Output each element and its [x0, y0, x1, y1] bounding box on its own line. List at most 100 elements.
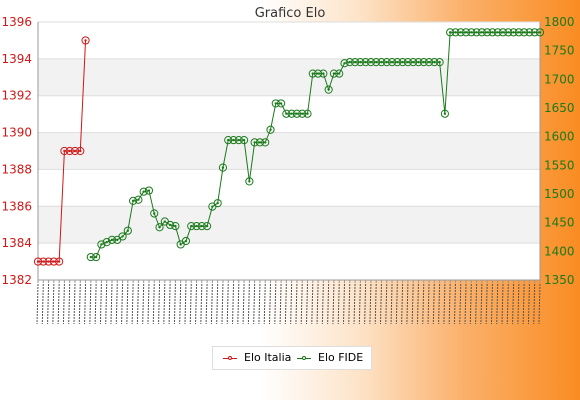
data-point: [123, 226, 132, 235]
data-point: [282, 109, 291, 118]
y-right-tick-label: 1650: [544, 101, 575, 115]
data-point: [261, 138, 270, 147]
x-tick-label-mark: [152, 283, 155, 325]
data-point-dot: [227, 138, 230, 142]
data-point: [197, 222, 206, 231]
y-right-tick-label: 1800: [544, 15, 575, 29]
data-point: [239, 136, 249, 145]
x-tick-label-mark: [57, 283, 60, 325]
data-point-dot: [528, 31, 531, 34]
x-tick-label-mark: [147, 283, 150, 325]
data-point: [303, 109, 312, 118]
x-tick-label-mark: [232, 283, 235, 325]
data-point-dot: [105, 240, 108, 244]
y-right-tick-label: 1600: [544, 130, 575, 144]
y-left-tick-label: 1388: [1, 162, 32, 176]
x-tick-label-mark: [337, 283, 340, 325]
data-point-dot: [269, 128, 272, 131]
x-tick-label-mark: [411, 283, 414, 325]
data-point: [250, 138, 259, 147]
y-right-tick-label: 1450: [544, 216, 575, 230]
data-point-dot: [538, 31, 542, 34]
data-point: [218, 163, 228, 172]
data-point: [276, 99, 286, 108]
data-point-dot: [332, 72, 336, 75]
y-left-tick-label: 1384: [1, 236, 32, 250]
data-point-dot: [73, 149, 77, 153]
data-point: [530, 28, 539, 37]
x-tick-label-mark: [464, 283, 467, 325]
data-point: [324, 85, 333, 94]
data-point: [477, 28, 486, 37]
x-tick-label-mark: [247, 283, 250, 325]
data-point-dot: [522, 31, 526, 34]
x-tick-label-mark: [269, 283, 272, 325]
y-left-tick-label: 1390: [1, 126, 32, 140]
data-point: [255, 138, 265, 147]
data-point-dot: [406, 60, 410, 64]
x-tick-label-mark: [47, 283, 50, 325]
data-point: [287, 109, 296, 118]
x-tick-label-mark: [142, 283, 145, 325]
data-point: [414, 58, 423, 67]
data-point: [245, 177, 254, 186]
x-tick-label-mark: [184, 283, 187, 325]
x-tick-label-mark: [263, 283, 266, 325]
data-point-dot: [311, 72, 314, 75]
data-point: [382, 58, 391, 67]
x-tick-label-mark: [168, 283, 171, 325]
data-point: [187, 222, 196, 231]
data-point-dot: [126, 229, 130, 232]
plot-band: [38, 58, 540, 96]
x-tick-label-mark: [200, 283, 203, 325]
data-point: [525, 28, 534, 37]
x-tick-label-mark: [316, 283, 319, 325]
x-tick-label-mark: [496, 283, 499, 325]
x-tick-label-mark: [475, 283, 478, 325]
data-point: [387, 58, 397, 67]
data-point-dot: [79, 149, 82, 153]
data-point-dot: [221, 166, 225, 169]
data-point-dot: [517, 31, 521, 34]
x-tick-label-mark: [253, 283, 256, 325]
data-point-dot: [327, 88, 330, 91]
x-tick-label-mark: [385, 283, 388, 325]
data-point-dot: [533, 31, 536, 34]
data-point: [467, 28, 476, 37]
data-point-dot: [443, 112, 447, 115]
data-point: [361, 58, 370, 67]
data-point-dot: [343, 62, 346, 65]
data-point-dot: [153, 212, 156, 215]
y-left-tick-label: 1382: [1, 273, 32, 287]
data-point: [33, 257, 43, 266]
series-line-elo-italia: [38, 40, 87, 263]
data-point: [139, 187, 148, 196]
data-point-dot: [285, 112, 288, 115]
data-point: [298, 109, 307, 118]
x-tick-label-mark: [284, 283, 287, 325]
data-point-dot: [512, 31, 515, 34]
x-tick-label-mark: [485, 283, 488, 325]
x-tick-label-mark: [305, 283, 308, 325]
legend-label: Elo Italia: [244, 351, 292, 364]
data-point-dot: [295, 112, 299, 115]
data-point-dot: [385, 60, 388, 64]
data-point: [446, 28, 455, 37]
data-point: [403, 58, 412, 67]
data-point-dot: [396, 60, 399, 64]
data-point: [97, 240, 106, 249]
x-tick-label-mark: [89, 283, 92, 325]
data-point: [456, 28, 465, 37]
data-point: [329, 69, 339, 78]
x-tick-label-mark: [221, 283, 224, 325]
data-point-dot: [57, 260, 61, 263]
x-tick-label-mark: [390, 283, 393, 325]
x-tick-label-mark: [501, 283, 504, 325]
data-point: [202, 222, 212, 231]
data-point-dot: [253, 141, 256, 144]
x-tick-label-mark: [290, 283, 293, 325]
x-tick-label-mark: [52, 283, 55, 325]
x-tick-label-mark: [216, 283, 219, 325]
x-tick-label-mark: [369, 283, 372, 325]
data-point: [70, 146, 80, 156]
